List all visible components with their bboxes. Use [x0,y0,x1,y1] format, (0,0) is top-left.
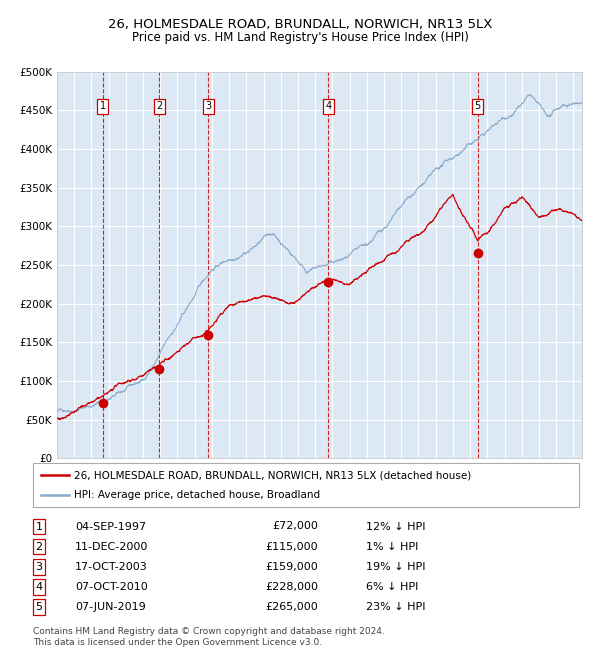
Text: 4: 4 [325,101,332,111]
Text: 04-SEP-1997: 04-SEP-1997 [75,521,146,532]
Text: £115,000: £115,000 [265,541,318,552]
Text: 5: 5 [35,602,43,612]
Text: 1% ↓ HPI: 1% ↓ HPI [366,541,418,552]
Text: 3: 3 [205,101,211,111]
Text: 26, HOLMESDALE ROAD, BRUNDALL, NORWICH, NR13 5LX (detached house): 26, HOLMESDALE ROAD, BRUNDALL, NORWICH, … [74,470,471,480]
Text: 6% ↓ HPI: 6% ↓ HPI [366,582,418,592]
Text: 3: 3 [35,562,43,572]
Text: 2: 2 [156,101,163,111]
Text: 1: 1 [100,101,106,111]
Text: 17-OCT-2003: 17-OCT-2003 [75,562,148,572]
Text: Contains HM Land Registry data © Crown copyright and database right 2024.
This d: Contains HM Land Registry data © Crown c… [33,627,385,647]
Text: 1: 1 [35,521,43,532]
Text: 19% ↓ HPI: 19% ↓ HPI [366,562,425,572]
Text: 07-OCT-2010: 07-OCT-2010 [75,582,148,592]
Text: Price paid vs. HM Land Registry's House Price Index (HPI): Price paid vs. HM Land Registry's House … [131,31,469,44]
Text: 2: 2 [35,541,43,552]
Text: £72,000: £72,000 [272,521,318,532]
Text: 26, HOLMESDALE ROAD, BRUNDALL, NORWICH, NR13 5LX: 26, HOLMESDALE ROAD, BRUNDALL, NORWICH, … [108,18,492,31]
Text: £265,000: £265,000 [265,602,318,612]
Text: £159,000: £159,000 [265,562,318,572]
Text: £228,000: £228,000 [265,582,318,592]
Text: 5: 5 [475,101,481,111]
Text: 4: 4 [35,582,43,592]
Text: 07-JUN-2019: 07-JUN-2019 [75,602,146,612]
Text: 11-DEC-2000: 11-DEC-2000 [75,541,148,552]
Text: 23% ↓ HPI: 23% ↓ HPI [366,602,425,612]
Text: 12% ↓ HPI: 12% ↓ HPI [366,521,425,532]
Text: HPI: Average price, detached house, Broadland: HPI: Average price, detached house, Broa… [74,489,320,500]
